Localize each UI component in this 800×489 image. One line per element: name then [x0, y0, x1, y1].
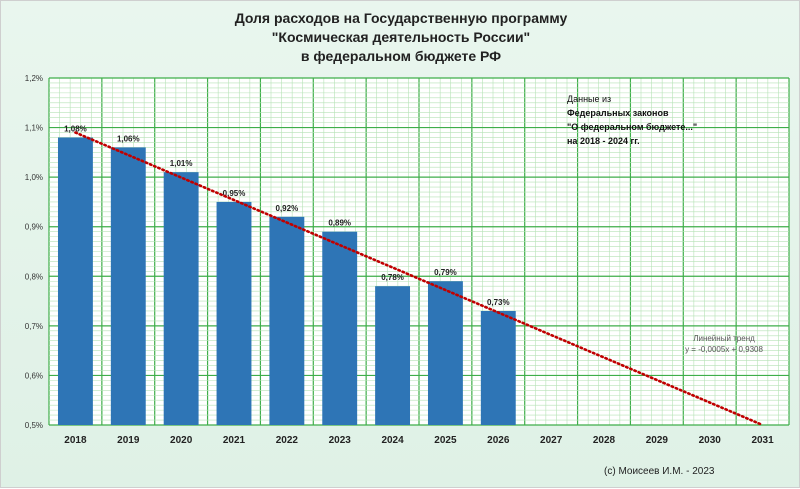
note-line-4: на 2018 - 2024 гг. — [567, 136, 640, 146]
x-tick-label: 2029 — [646, 435, 669, 446]
x-tick-label: 2024 — [381, 435, 404, 446]
x-tick-label: 2028 — [593, 435, 616, 446]
trend-label-line-1: Линейный тренд — [693, 334, 755, 343]
bar — [269, 216, 305, 425]
chart-title-line-2: "Космическая деятельность России" — [271, 29, 531, 45]
x-tick-label: 2022 — [276, 435, 299, 446]
bar — [110, 147, 146, 425]
bar-value-label: 0,73% — [487, 298, 510, 307]
chart-title-line-1: Доля расходов на Государственную програм… — [234, 10, 568, 26]
y-tick-label: 1,0% — [25, 173, 43, 182]
y-tick-label: 0,6% — [25, 371, 43, 380]
x-tick-label: 2023 — [329, 435, 352, 446]
x-tick-label: 2019 — [117, 435, 140, 446]
bar-value-label: 0,95% — [223, 189, 246, 198]
x-tick-label: 2025 — [434, 435, 457, 446]
trend-label: Линейный тренд y = -0,0005x + 0,9308 — [669, 333, 779, 355]
x-tick-label: 2018 — [64, 435, 87, 446]
y-tick-label: 0,8% — [25, 272, 43, 281]
bar-value-label: 1,08% — [64, 124, 87, 133]
bar-value-label: 0,79% — [434, 268, 457, 277]
trend-label-line-2: y = -0,0005x + 0,9308 — [685, 345, 763, 354]
x-tick-label: 2020 — [170, 435, 193, 446]
bar — [427, 281, 463, 425]
bar-value-label: 1,01% — [170, 159, 193, 168]
y-tick-label: 0,7% — [25, 322, 43, 331]
chart-title-line-3: в федеральном бюджете РФ — [300, 48, 502, 64]
bar-value-label: 0,78% — [381, 273, 404, 282]
bar-value-label: 0,92% — [276, 204, 299, 213]
note-line-3: "О федеральном бюджете..." — [567, 122, 698, 132]
x-tick-label: 2030 — [699, 435, 722, 446]
x-tick-label: 2026 — [487, 435, 510, 446]
note-line-2: Федеральных законов — [567, 108, 669, 118]
y-tick-label: 0,5% — [25, 421, 43, 430]
bar — [163, 172, 199, 425]
bar — [216, 201, 252, 425]
bar-value-label: 0,89% — [328, 219, 351, 228]
y-tick-label: 1,1% — [25, 124, 43, 133]
y-tick-label: 0,9% — [25, 223, 43, 232]
bar — [322, 231, 358, 425]
x-tick-label: 2021 — [223, 435, 246, 446]
author-credit: (c) Моисеев И.М. - 2023 — [604, 466, 715, 477]
bar — [480, 310, 516, 425]
x-tick-label: 2027 — [540, 435, 563, 446]
note-line-1: Данные из — [567, 94, 612, 104]
bar — [57, 137, 93, 425]
y-tick-label: 1,2% — [25, 74, 43, 83]
data-source-note: Данные из Федеральных законов "О федерал… — [567, 92, 697, 148]
trend-line — [74, 131, 764, 427]
bar — [375, 286, 411, 425]
x-tick-label: 2031 — [751, 435, 774, 446]
bar-value-label: 1,06% — [117, 134, 140, 143]
